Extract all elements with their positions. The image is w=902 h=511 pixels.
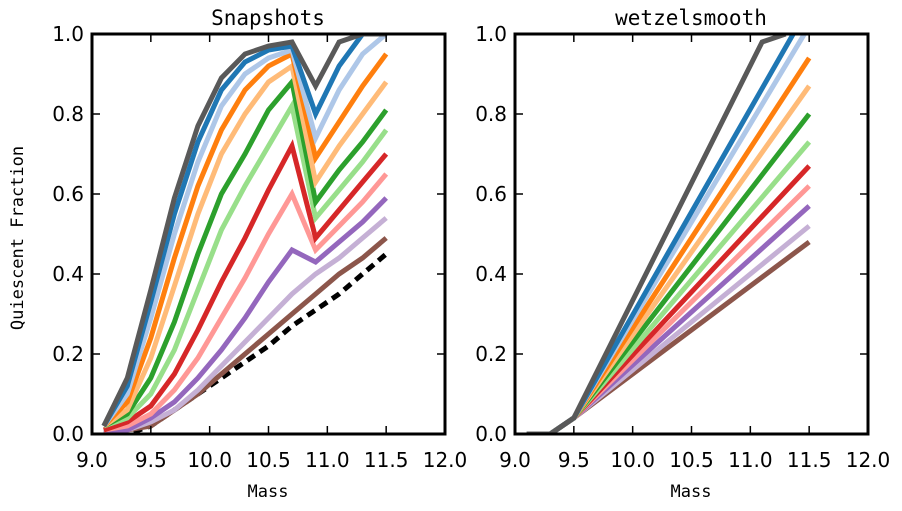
wetzelsmooth-plot-area (526, 34, 812, 434)
snapshots-y-tick-label: 0.8 (52, 102, 84, 126)
snapshots-y-tick-label: 0.6 (52, 182, 84, 206)
snapshots-series-line-10 (103, 196, 388, 433)
snapshots-x-tick-label: 9.0 (76, 448, 108, 472)
snapshots-y-tick-label: 0.2 (52, 342, 84, 366)
wetzelsmooth-y-tick-label: 0.2 (475, 342, 507, 366)
wetzelsmooth-x-tick-label: 9.0 (499, 448, 531, 472)
snapshots-series-line-4 (102, 50, 389, 428)
snapshots-panel: Snapshots 9.0 9.5 10.0 10.5 11.0 11.5 12.0 0.0 0… (8, 6, 467, 502)
wetzelsmooth-y-tick-label: 0.4 (475, 262, 507, 286)
wetzelsmooth-ticks: 9.0 9.5 10.0 10.5 11.0 11.5 12.0 0.0 0.2 0.4 0.6 0.… (475, 22, 890, 472)
snapshots-x-tick-label: 11.5 (364, 448, 409, 472)
snapshots-series-line-8 (102, 139, 389, 433)
wetzelsmooth-x-axis-label: Mass (671, 482, 712, 502)
snapshots-series-line-6 (102, 76, 389, 429)
snapshots-plot-area (101, 34, 389, 434)
wetzelsmooth-series-line-2 (526, 34, 797, 434)
wetzelsmooth-x-tick-label: 10.0 (610, 448, 655, 472)
wetzelsmooth-x-tick-label: 11.5 (787, 448, 832, 472)
wetzelsmooth-y-tick-label: 0.8 (475, 102, 507, 126)
wetzelsmooth-x-tick-label: 10.5 (669, 448, 714, 472)
wetzelsmooth-x-tick-label: 12.0 (846, 448, 891, 472)
wetzelsmooth-panel: wetzelsmooth 9.0 9.5 10.0 10.5 11.0 11.5 12.0 0… (475, 6, 890, 502)
snapshots-x-axis-label: Mass (248, 482, 289, 502)
snapshots-y-tick-label: 0.0 (52, 422, 84, 446)
wetzelsmooth-y-tick-label: 0.0 (475, 422, 507, 446)
wetzelsmooth-title: wetzelsmooth (615, 6, 767, 30)
snapshots-y-axis-label: Quiescent Fraction (8, 146, 28, 330)
wetzelsmooth-y-tick-label: 1.0 (475, 22, 507, 46)
snapshots-ticks: 9.0 9.5 10.0 10.5 11.0 11.5 12.0 0.0 0.2 0.4 0.6 0.… (52, 22, 467, 472)
snapshots-x-tick-label: 12.0 (423, 448, 468, 472)
snapshots-title: Snapshots (211, 6, 325, 30)
snapshots-x-tick-label: 10.0 (187, 448, 232, 472)
snapshots-x-tick-label: 11.0 (305, 448, 350, 472)
snapshots-series-line-2 (101, 34, 387, 428)
snapshots-series-line-9 (103, 172, 389, 433)
snapshots-x-tick-label: 9.5 (135, 448, 167, 472)
snapshots-x-tick-label: 10.5 (246, 448, 291, 472)
snapshots-series-line-11 (103, 216, 388, 433)
snapshots-series-line-1 (101, 34, 387, 428)
snapshots-y-tick-label: 0.4 (52, 262, 84, 286)
wetzelsmooth-x-tick-label: 9.5 (558, 448, 590, 472)
wetzelsmooth-y-tick-label: 0.6 (475, 182, 507, 206)
snapshots-series-line-3 (101, 34, 388, 428)
wetzelsmooth-series-line-1 (526, 34, 787, 434)
snapshots-series-line-7 (102, 99, 389, 429)
snapshots-series-line-5 (102, 61, 389, 429)
wetzelsmooth-x-tick-label: 11.0 (728, 448, 773, 472)
snapshots-y-tick-label: 1.0 (52, 22, 84, 46)
